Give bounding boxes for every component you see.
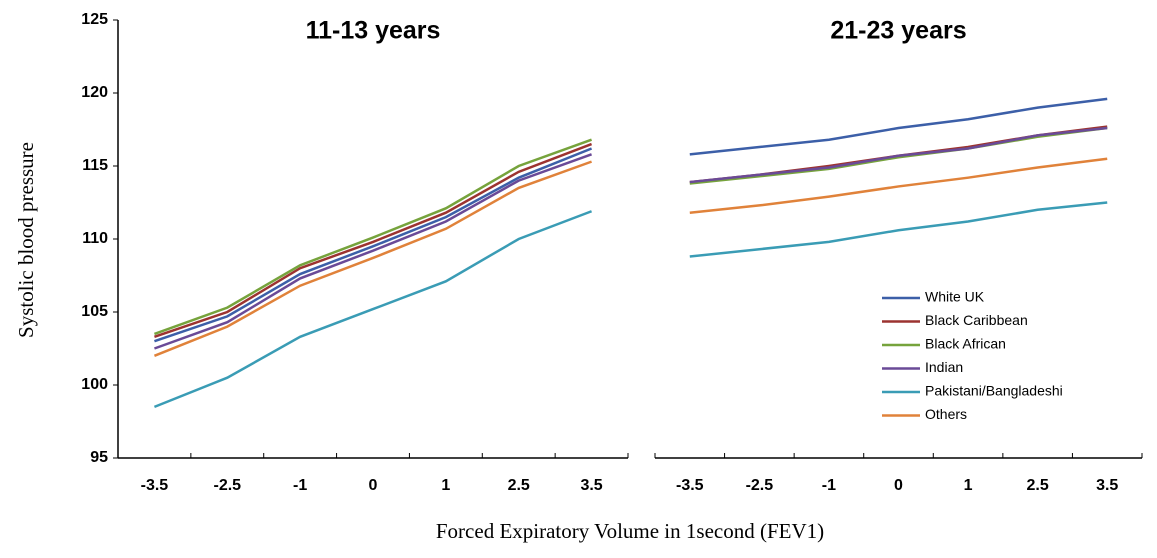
series-line [154,138,592,336]
chart-title: 21-23 years [830,17,966,45]
x-tick-label: -3.5 [676,477,704,494]
x-tick-label: -2.5 [213,477,241,494]
x-tick-label: 1 [441,477,450,494]
y-tick-label: 100 [81,376,108,393]
y-tick-label: 105 [81,303,108,320]
x-tick-label: 3.5 [580,477,602,494]
series-line [154,153,592,350]
x-tick-label: 0 [369,477,378,494]
series-line [689,157,1108,214]
x-tick-label: -2.5 [746,477,774,494]
y-tick-label: 115 [82,157,108,174]
y-tick-label: 110 [82,230,108,247]
series-line [153,160,592,357]
series-line [154,142,593,339]
chart-title: 11-13 years [306,17,441,45]
x-tick-label: -3.5 [141,477,169,494]
series-line [689,97,1108,156]
legend-label: White UK [925,289,985,305]
y-axis-label: Systolic blood pressure [14,142,38,338]
legend-label: Others [925,406,967,422]
y-tick-label: 125 [81,11,108,28]
legend-label: Black Caribbean [925,312,1028,328]
x-tick-label: 2.5 [1027,477,1049,494]
x-tick-label: 3.5 [1096,477,1118,494]
legend-label: Indian [925,359,963,375]
legend-label: Black African [925,336,1006,352]
x-tick-label: 2.5 [508,477,530,494]
y-tick-label: 95 [90,449,108,466]
series-line [153,210,593,409]
x-tick-label: -1 [293,477,307,494]
y-tick-label: 120 [81,84,108,101]
series-line [689,126,1108,185]
x-tick-label: -1 [822,477,836,494]
x-axis-label: Forced Expiratory Volume in 1second (FEV… [436,519,824,543]
series-line [689,126,1108,184]
x-tick-label: 1 [964,477,973,494]
series-line [154,147,593,343]
legend-label: Pakistani/Bangladeshi [925,383,1063,399]
series-line [689,201,1108,258]
x-tick-label: 0 [894,477,903,494]
